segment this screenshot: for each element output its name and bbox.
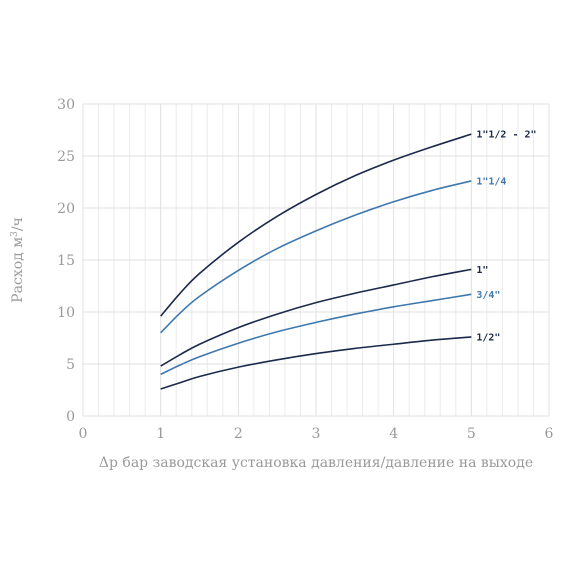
x-tick-label: 0 bbox=[79, 426, 88, 442]
x-tick-label: 3 bbox=[312, 426, 321, 442]
series-label-1: 1"1/2 - 2" bbox=[476, 130, 536, 141]
y-tick-label: 15 bbox=[57, 253, 75, 269]
y-tick-label: 25 bbox=[57, 149, 75, 165]
x-tick-label: 5 bbox=[467, 426, 476, 442]
y-axis-title-main: Расход м bbox=[10, 237, 26, 303]
series-label-2: 1"1/4 bbox=[476, 176, 506, 187]
series-lines bbox=[160, 133, 472, 390]
y-tick-label: 30 bbox=[57, 97, 75, 113]
y-tick-label: 0 bbox=[66, 409, 75, 425]
y-tick-label: 10 bbox=[57, 305, 75, 321]
y-axis-title-tail: /ч bbox=[10, 217, 26, 231]
x-tick-label: 1 bbox=[156, 426, 165, 442]
series-label-4: 3/4" bbox=[476, 290, 500, 301]
x-axis-ticks: 0 1 2 3 4 5 6 bbox=[79, 426, 554, 442]
series-line-4 bbox=[160, 293, 472, 376]
y-axis-title-sup: 3 bbox=[10, 231, 20, 237]
y-tick-label: 5 bbox=[66, 357, 75, 373]
series-line-1 bbox=[160, 133, 472, 317]
grid bbox=[82, 103, 550, 417]
y-tick-label: 20 bbox=[57, 201, 75, 217]
series-line-5 bbox=[160, 336, 472, 390]
x-tick-label: 6 bbox=[545, 426, 554, 442]
series-label-3: 1" bbox=[476, 265, 488, 276]
series-labels: 1"1/2 - 2" 1"1/4 1" 3/4" 1/2" bbox=[476, 130, 536, 344]
x-tick-label: 2 bbox=[234, 426, 243, 442]
x-tick-label: 4 bbox=[389, 426, 398, 442]
y-axis-ticks: 0 5 10 15 20 25 30 bbox=[57, 97, 75, 425]
y-axis-title: Расход м3/ч bbox=[10, 217, 26, 303]
series-line-3 bbox=[160, 268, 472, 367]
x-axis-title: Δp бар заводская установка давления/давл… bbox=[99, 455, 533, 471]
series-line-2 bbox=[160, 180, 472, 334]
series-label-5: 1/2" bbox=[476, 332, 500, 343]
